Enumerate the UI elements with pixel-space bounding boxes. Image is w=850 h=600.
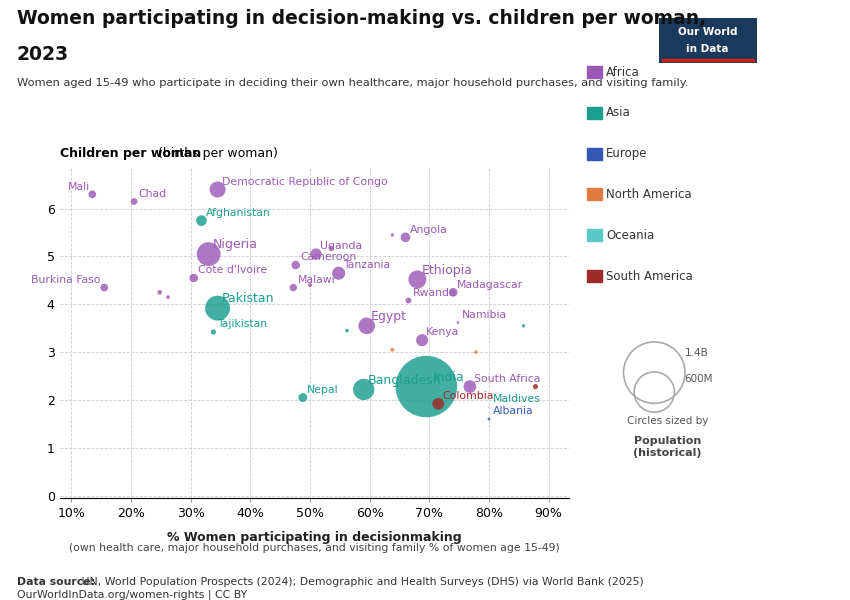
Text: North America: North America [606, 188, 692, 201]
Text: South Africa: South Africa [474, 374, 541, 384]
Text: Chad: Chad [139, 189, 167, 199]
Text: Mali: Mali [67, 182, 89, 191]
Text: Women aged 15-49 who participate in deciding their own healthcare, major househo: Women aged 15-49 who participate in deci… [17, 78, 688, 88]
Text: 1.4B: 1.4B [684, 348, 708, 358]
Point [529, 382, 542, 391]
Point [207, 327, 220, 337]
Point [286, 283, 300, 292]
Point [86, 190, 99, 199]
Point [463, 382, 477, 391]
Text: UN, World Population Prospects (2024); Demographic and Health Surveys (DHS) via : UN, World Population Prospects (2024); D… [78, 577, 644, 587]
Text: Cote d'Ivoire: Cote d'Ivoire [198, 265, 267, 275]
Point [211, 304, 224, 313]
Text: in Data: in Data [686, 44, 728, 53]
Point [211, 185, 224, 194]
Text: OurWorldInData.org/women-rights | CC BY: OurWorldInData.org/women-rights | CC BY [17, 589, 247, 600]
Text: Women participating in decision-making vs. children per woman,: Women participating in decision-making v… [17, 9, 706, 28]
Text: Rwanda: Rwanda [412, 288, 456, 298]
Text: Egypt: Egypt [371, 310, 407, 323]
Point [451, 317, 465, 327]
Text: Population
(historical): Population (historical) [633, 436, 701, 458]
Text: Tajikistan: Tajikistan [218, 319, 268, 329]
Point [482, 414, 496, 424]
Text: South America: South America [606, 269, 693, 283]
Text: Africa: Africa [606, 65, 640, 79]
Point [446, 287, 460, 297]
Text: Uganda: Uganda [320, 241, 362, 251]
Text: Malawi: Malawi [298, 275, 335, 285]
Point [469, 347, 483, 357]
Point [195, 216, 208, 226]
Point [648, 387, 661, 397]
Text: (own health care, major household purchases, and visiting family % of women age : (own health care, major household purcha… [69, 543, 560, 553]
Text: Nigeria: Nigeria [212, 238, 258, 251]
Point [296, 393, 309, 403]
Text: Albania: Albania [493, 406, 534, 416]
Text: Cameroon: Cameroon [300, 253, 356, 262]
Point [517, 321, 530, 331]
Text: Kenya: Kenya [427, 328, 460, 337]
Point [98, 283, 111, 292]
Text: Nepal: Nepal [307, 385, 338, 395]
Text: 2023: 2023 [17, 45, 69, 64]
Point [162, 292, 175, 302]
Point [411, 275, 424, 284]
Text: Oceania: Oceania [606, 229, 654, 242]
Point [416, 335, 429, 345]
Point [303, 280, 317, 290]
Text: Our World: Our World [677, 28, 737, 37]
Text: Asia: Asia [606, 106, 631, 119]
Point [386, 345, 400, 355]
Point [432, 399, 445, 409]
Point [399, 233, 412, 242]
Text: Tanzania: Tanzania [343, 260, 390, 271]
Point [201, 249, 215, 259]
Text: (births per woman): (births per woman) [154, 147, 278, 160]
Point [357, 385, 371, 394]
Text: 600M: 600M [684, 374, 713, 384]
Point [340, 326, 354, 335]
Text: Data source:: Data source: [17, 577, 95, 587]
Text: Ethiopia: Ethiopia [422, 263, 473, 277]
Point [360, 321, 373, 331]
Text: Namibia: Namibia [462, 310, 507, 320]
Text: Democratic Republic of Congo: Democratic Republic of Congo [222, 177, 388, 187]
Text: Madagascar: Madagascar [457, 280, 524, 290]
Text: % Women participating in decisionmaking: % Women participating in decisionmaking [167, 531, 462, 544]
Point [289, 260, 303, 270]
Text: Burkina Faso: Burkina Faso [31, 275, 100, 285]
Text: Children per woman: Children per woman [60, 147, 201, 160]
Text: Bangladesh: Bangladesh [368, 374, 441, 386]
Point [324, 243, 337, 253]
Text: Europe: Europe [606, 147, 648, 160]
Point [402, 296, 416, 305]
Text: Pakistan: Pakistan [222, 292, 275, 305]
Text: Maldives: Maldives [493, 394, 541, 404]
Text: Circles sized by: Circles sized by [626, 416, 708, 425]
Point [420, 382, 434, 391]
Text: Colombia: Colombia [443, 391, 494, 401]
Point [482, 403, 496, 412]
Point [128, 197, 141, 206]
Point [309, 249, 323, 259]
Point [332, 268, 345, 278]
Text: India: India [434, 371, 464, 384]
Point [187, 273, 201, 283]
Point [386, 230, 400, 240]
Point [153, 287, 167, 297]
Text: Angola: Angola [410, 224, 447, 235]
Text: Afghanistan: Afghanistan [206, 208, 270, 218]
Point [648, 368, 661, 377]
